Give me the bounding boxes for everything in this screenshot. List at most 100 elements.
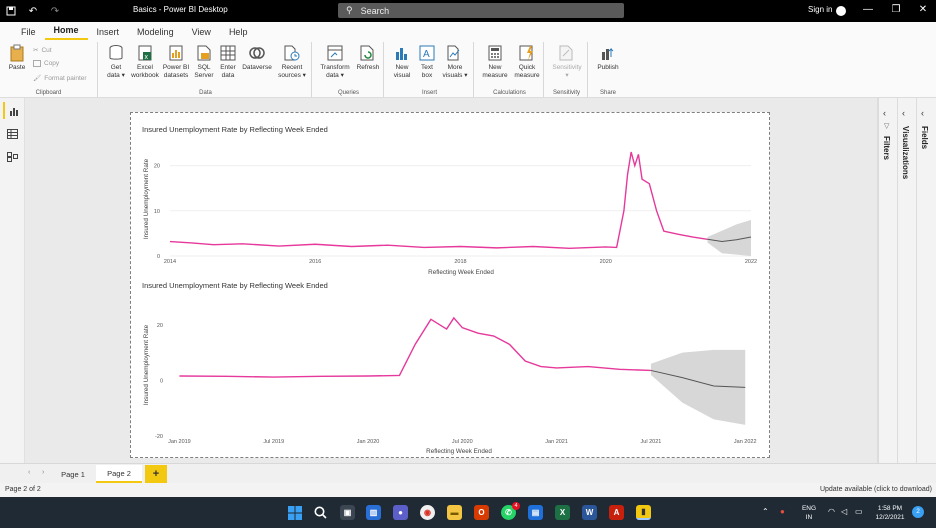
sensitivity-button[interactable]: Sensitivity ▾ <box>548 44 586 80</box>
fields-pane-label[interactable]: Fields <box>920 126 929 150</box>
minimize-icon[interactable]: — <box>863 4 873 15</box>
more-visuals-button[interactable]: More visuals ▾ <box>440 44 470 80</box>
chat-icon[interactable]: ● <box>393 505 408 520</box>
format-painter-button[interactable]: 🖌 Format painter <box>33 74 87 83</box>
refresh-icon <box>359 44 377 62</box>
new-measure-button[interactable]: New measure <box>478 44 512 80</box>
file-explorer-icon[interactable]: ▬ <box>447 505 462 520</box>
sensitivity-icon <box>558 44 576 62</box>
sensitivity-group: Sensitivity ▾ Sensitivity <box>546 42 588 97</box>
volume-icon[interactable]: ◁ <box>841 507 848 516</box>
restore-icon[interactable]: ❐ <box>891 4 901 15</box>
line-chart-visual-2[interactable]: Insured Unemployment Rate by Reflecting … <box>131 281 771 459</box>
collapse-filters-icon[interactable]: ‹ <box>883 108 886 118</box>
transform-data-button[interactable]: Transform data ▾ <box>318 44 352 80</box>
save-icon[interactable] <box>0 0 22 22</box>
search-box[interactable]: ⚲ Search <box>338 3 624 18</box>
notepad-icon[interactable]: ▤ <box>528 505 543 520</box>
chart-2-x-tick: Jan 2020 <box>357 439 380 445</box>
page-tab-2[interactable]: Page 2 <box>96 465 142 483</box>
acrobat-icon[interactable]: A <box>609 505 624 520</box>
powerbi-datasets-button[interactable]: Power BI datasets <box>161 44 191 80</box>
refresh-button[interactable]: Refresh <box>354 44 382 72</box>
publish-button[interactable]: Publish <box>592 44 624 72</box>
prev-page-icon[interactable]: ‹ <box>28 469 31 476</box>
chart-2-xlabel: Reflecting Week Ended <box>426 448 492 455</box>
insert-group: New visual A Text box More visuals ▾ Insert <box>386 42 474 97</box>
quick-measure-button[interactable]: Quick measure <box>512 44 542 80</box>
text-box-button[interactable]: A Text box <box>416 44 438 80</box>
model-view-icon[interactable] <box>3 148 22 165</box>
redo-icon[interactable]: ↷ <box>50 5 60 17</box>
right-panes: ‹ ▽ Filters ‹ Visualizations ‹ Fields <box>877 98 936 463</box>
avatar[interactable] <box>836 6 846 16</box>
new-visual-label-2: visual <box>393 72 411 79</box>
report-view-icon[interactable] <box>3 102 22 119</box>
get-data-button[interactable]: Get data ▾ <box>103 44 129 80</box>
excel-taskbar-icon[interactable]: X <box>555 505 570 520</box>
start-icon[interactable] <box>287 505 302 520</box>
menu-bar: File Home Insert Modeling View Help <box>0 22 936 40</box>
language-indicator[interactable]: ENG IN <box>800 504 818 522</box>
filters-pane[interactable]: ‹ ▽ Filters <box>878 98 897 463</box>
show-hidden-icons-icon[interactable]: ⌃ <box>762 507 769 516</box>
next-page-icon[interactable]: › <box>42 469 45 476</box>
report-page[interactable]: Insured Unemployment Rate by Reflecting … <box>130 112 770 458</box>
powerbi-label-2: datasets <box>163 72 189 79</box>
tab-home[interactable]: Home <box>44 25 88 40</box>
fields-pane[interactable]: ‹ Fields <box>916 98 936 463</box>
cut-button[interactable]: ✂ Cut <box>33 46 52 55</box>
get-data-label: Get <box>110 64 122 71</box>
tab-insert[interactable]: Insert <box>96 27 120 37</box>
get-data-label-2: data ▾ <box>107 72 125 79</box>
chart-1-ylabel: Insured Unemployment Rate <box>143 158 150 239</box>
chart-1-x-tick: 2016 <box>309 259 321 265</box>
tab-file[interactable]: File <box>21 27 36 37</box>
visualizations-pane[interactable]: ‹ Visualizations <box>897 98 916 463</box>
chrome-icon[interactable]: ◉ <box>420 505 435 520</box>
clock[interactable]: 1:58 PM 12/2/2021 <box>870 504 910 522</box>
word-taskbar-icon[interactable]: W <box>582 505 597 520</box>
notification-badge[interactable]: 2 <box>912 506 924 518</box>
sql-server-button[interactable]: SQL Server <box>193 44 215 80</box>
dataverse-button[interactable]: Dataverse <box>241 44 273 72</box>
chart-2-x-tick: Jan 2021 <box>545 439 568 445</box>
excel-icon: x <box>136 44 154 62</box>
svg-text:x: x <box>145 54 149 61</box>
excel-workbook-button[interactable]: x Excel workbook <box>131 44 159 80</box>
tab-help[interactable]: Help <box>228 27 248 37</box>
update-available-link[interactable]: Update available (click to download) <box>819 486 932 493</box>
page-tab-1[interactable]: Page 1 <box>61 469 85 479</box>
add-page-button[interactable]: + <box>145 465 167 483</box>
collapse-fields-icon[interactable]: ‹ <box>921 108 924 118</box>
chart-2-x-tick: Jul 2021 <box>641 439 662 445</box>
battery-icon[interactable]: ▭ <box>855 507 863 516</box>
excel-label: Excel <box>137 64 153 71</box>
chart-2-y-tick: -20 <box>155 434 163 440</box>
tab-modeling[interactable]: Modeling <box>137 27 174 37</box>
undo-icon[interactable]: ↶ <box>28 5 38 17</box>
powerbi-taskbar-icon[interactable]: ▮ <box>636 505 651 520</box>
filters-pane-label[interactable]: Filters <box>882 136 891 161</box>
data-view-icon[interactable] <box>3 125 22 142</box>
recent-sources-button[interactable]: Recent sources ▾ <box>275 44 309 80</box>
search-taskbar-icon[interactable] <box>313 505 328 520</box>
collapse-visualizations-icon[interactable]: ‹ <box>902 108 905 118</box>
paste-icon <box>8 44 26 62</box>
visualizations-pane-label[interactable]: Visualizations <box>901 126 910 180</box>
chart-1-x-tick: 2018 <box>454 259 466 265</box>
sign-in-link[interactable]: Sign in <box>808 5 833 14</box>
task-view-icon[interactable]: ▣ <box>340 505 355 520</box>
quick-measure-label-2: measure <box>514 72 540 79</box>
line-chart-visual-1[interactable]: Insured Unemployment Rate by Reflecting … <box>131 113 771 281</box>
paste-button[interactable]: Paste <box>5 44 29 72</box>
close-icon[interactable]: ✕ <box>918 4 928 15</box>
enter-data-button[interactable]: Enter data <box>217 44 239 80</box>
copy-button[interactable]: Copy <box>33 60 59 67</box>
widgets-icon[interactable]: ▥ <box>366 505 381 520</box>
wifi-icon[interactable]: ◠ <box>828 507 835 516</box>
tray-app-icon[interactable]: ● <box>780 507 785 516</box>
office-icon[interactable]: O <box>474 505 489 520</box>
new-visual-button[interactable]: New visual <box>390 44 414 80</box>
tab-view[interactable]: View <box>191 27 211 37</box>
